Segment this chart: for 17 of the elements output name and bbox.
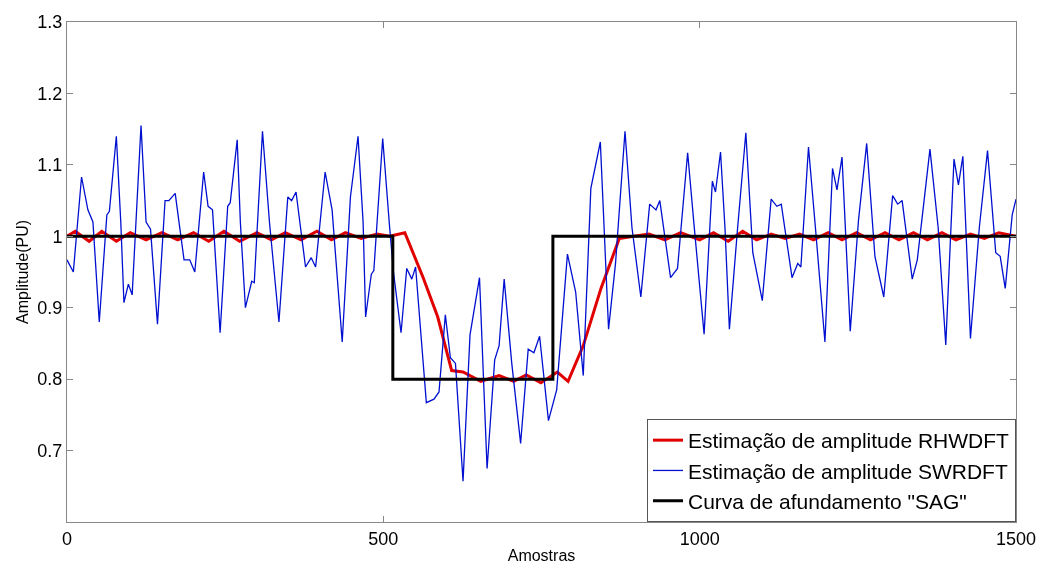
- y-tick-label: 1.3: [37, 12, 63, 33]
- legend-label: Estimação de amplitude SWRDFT: [688, 459, 1008, 483]
- x-tick-label: 500: [368, 528, 399, 549]
- y-tick-label: 1: [52, 226, 63, 247]
- x-tick-label: 0: [61, 528, 73, 549]
- y-tick-label: 1.1: [37, 155, 63, 176]
- x-axis-title: Amostras: [507, 547, 576, 565]
- y-tick-label: 0.7: [37, 440, 63, 461]
- line-series: [67, 124, 1016, 482]
- y-tick-label: 0.8: [37, 369, 63, 390]
- y-tick-label: 1.2: [37, 83, 63, 104]
- x-tick-label: 1000: [679, 528, 720, 549]
- y-axis-title: Amplitude(PU): [14, 219, 32, 325]
- y-tick-label: 0.9: [37, 298, 63, 319]
- x-tick-label: 1500: [995, 528, 1037, 549]
- legend-label: Estimação de amplitude RHWDFT: [688, 429, 1010, 453]
- legend-label: Curva de afundamento "SAG": [688, 489, 967, 513]
